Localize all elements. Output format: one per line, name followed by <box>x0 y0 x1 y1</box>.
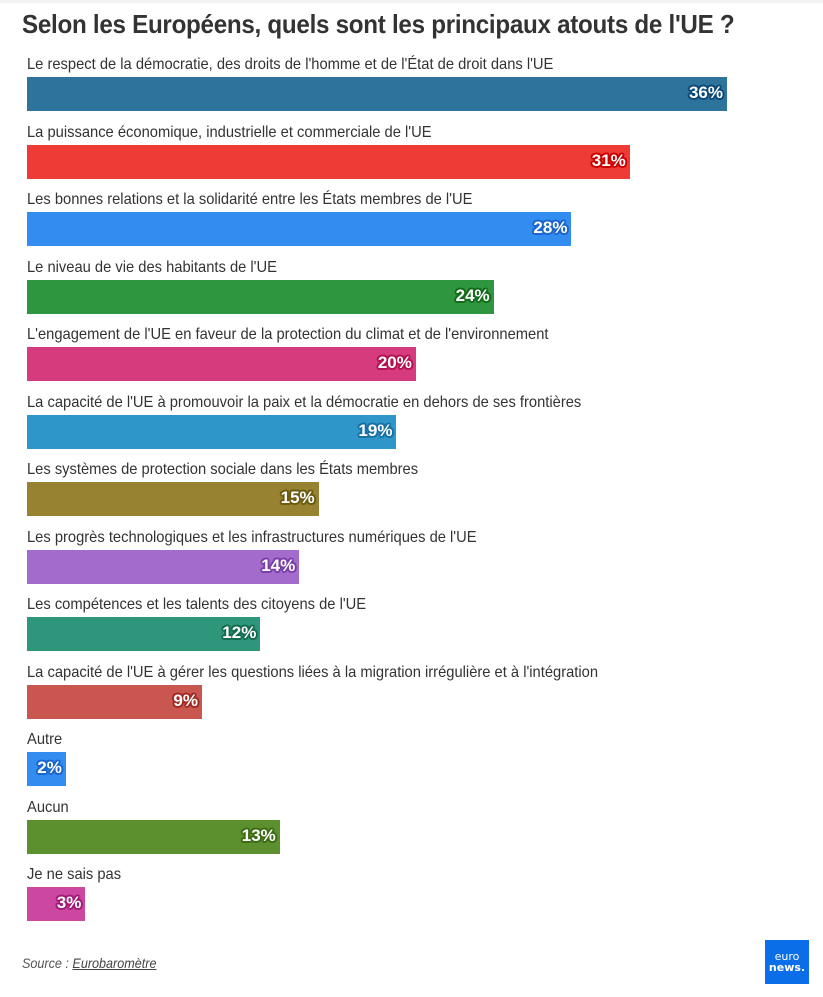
bar: 14% <box>27 549 300 584</box>
category-label: Le niveau de vie des habitants de l'UE <box>27 258 277 276</box>
source-link[interactable]: Eurobaromètre <box>72 955 157 971</box>
chart-title: Selon les Européens, quels sont les prin… <box>22 9 735 39</box>
bar-row: Le niveau de vie des habitants de l'UE 24… <box>27 255 807 322</box>
bar-row: Je ne sais pas 3% <box>27 862 807 929</box>
bar-row: La capacité de l'UE à gérer les question… <box>27 660 807 727</box>
bar: 19% <box>27 414 397 449</box>
category-label: Aucun <box>27 798 69 816</box>
category-label: Les systèmes de protection sociale dans … <box>27 461 419 478</box>
bar-row: Aucun 13% <box>27 795 807 862</box>
logo-line1: euro <box>774 950 800 963</box>
logo-line2: news. <box>768 961 806 974</box>
bar-value-label: 9% <box>173 690 198 710</box>
bar-value-label: 20% <box>377 353 412 372</box>
category-label: Les bonnes relations et la solidarité en… <box>27 191 473 208</box>
bar-value-label: 3% <box>56 893 82 912</box>
bar: 15% <box>27 482 319 516</box>
bar: 12% <box>27 617 261 651</box>
category-label: Je ne sais pas <box>27 866 122 883</box>
bar-row: Les progrès technologiques et les infras… <box>27 525 807 592</box>
bar-value-label: 24% <box>455 285 490 305</box>
bar-row: Les systèmes de protection sociale dans … <box>27 457 807 524</box>
category-label: La capacité de l'UE à gérer les question… <box>27 663 599 681</box>
bar-row: La puissance économique, industrielle et… <box>27 120 807 187</box>
bar-value-label: 15% <box>280 488 315 507</box>
bar-value-label: 14% <box>261 555 296 575</box>
bar: 9% <box>27 684 202 719</box>
bar: 2% <box>27 752 66 786</box>
bar-value-label: 2% <box>37 758 62 777</box>
bar-value-label: 36% <box>688 83 723 102</box>
bar: 36% <box>27 77 727 111</box>
bar: 24% <box>27 279 494 314</box>
bar-row: Les compétences et les talents des citoy… <box>27 592 807 659</box>
bar: 31% <box>27 144 630 179</box>
bar: 28% <box>27 212 572 246</box>
bar-row: La capacité de l'UE à promouvoir la paix… <box>27 390 807 457</box>
bar-value-label: 12% <box>222 623 257 642</box>
bar-row: Autre 2% <box>27 727 807 794</box>
bar: 13% <box>27 819 280 854</box>
bar-row: Les bonnes relations et la solidarité en… <box>27 187 807 254</box>
category-label: La capacité de l'UE à promouvoir la paix… <box>27 393 582 411</box>
bar-row: L'engagement de l'UE en faveur de la pro… <box>27 322 807 389</box>
bar: 3% <box>27 887 86 921</box>
source-prefix: Source : <box>22 955 73 971</box>
source-note: Source : Eurobaromètre <box>22 955 156 971</box>
category-label: L'engagement de l'UE en faveur de la pro… <box>27 326 549 343</box>
category-label: Les compétences et les talents des citoy… <box>27 596 367 613</box>
category-label: Le respect de la démocratie, des droits … <box>27 56 554 73</box>
bar-value-label: 13% <box>241 825 276 845</box>
category-label: La puissance économique, industrielle et… <box>27 123 432 141</box>
category-label: Les progrès technologiques et les infras… <box>27 528 477 546</box>
euronews-logo: euro news. <box>765 940 809 984</box>
bar: 20% <box>27 347 416 381</box>
bar-value-label: 28% <box>533 218 568 237</box>
category-label: Autre <box>27 731 63 748</box>
bar-value-label: 19% <box>358 420 393 440</box>
top-divider <box>0 0 823 3</box>
bar-value-label: 31% <box>591 150 626 170</box>
bar-row: Le respect de la démocratie, des droits … <box>27 52 807 119</box>
